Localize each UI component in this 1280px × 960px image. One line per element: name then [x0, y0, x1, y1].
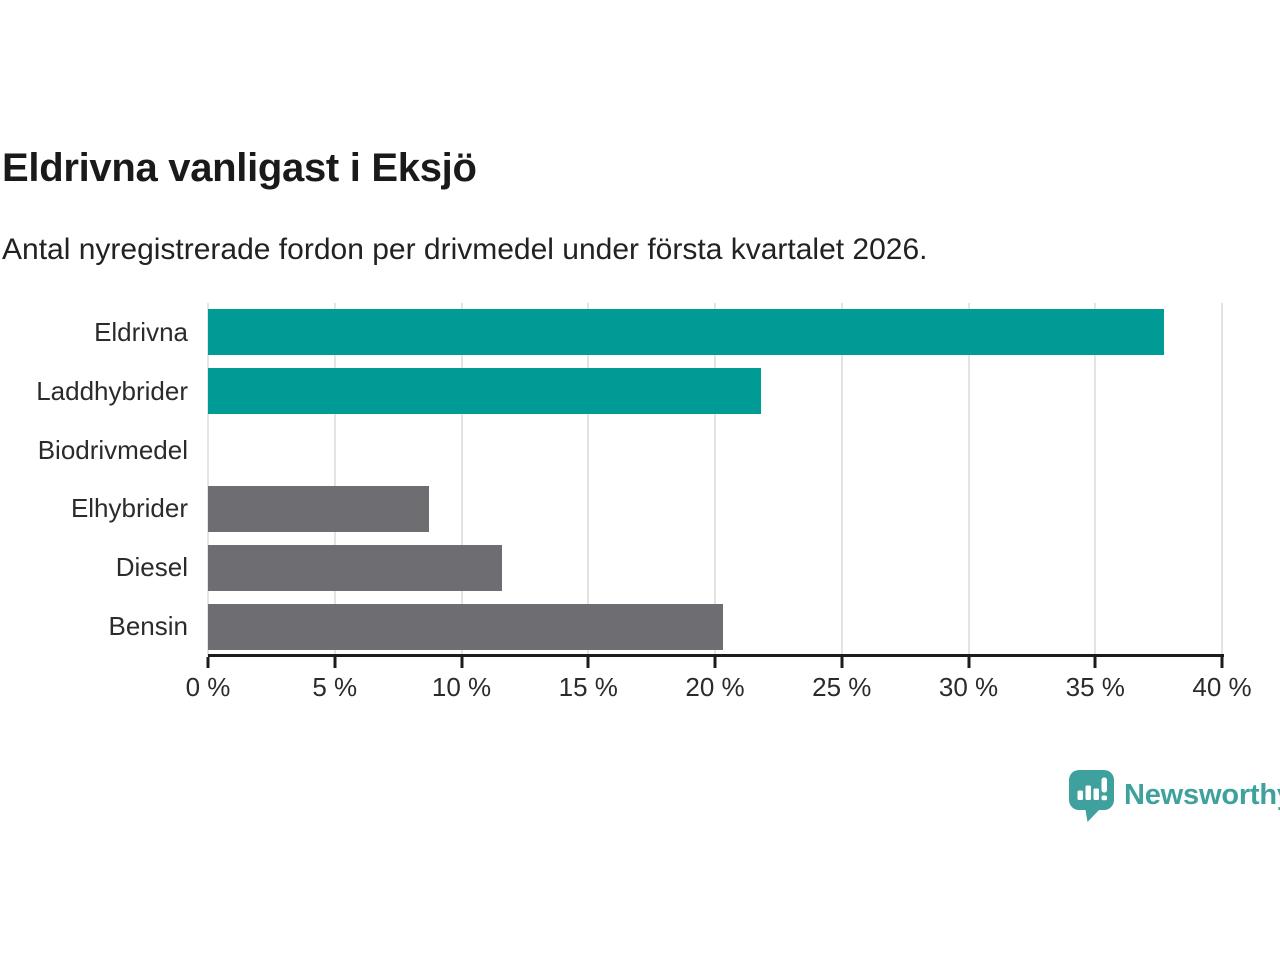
- axis-tick-label: 40 %: [1192, 672, 1252, 702]
- category-label: Laddhybrider: [36, 375, 188, 406]
- y-axis-labels: Eldrivna Laddhybrider Biodrivmedel Elhybrid…: [0, 303, 188, 656]
- axis-tick: [1093, 657, 1097, 668]
- axis-tick-label: 25 %: [812, 672, 872, 702]
- category-label: Biodrivmedel: [37, 434, 188, 465]
- axis-tick: [840, 657, 844, 668]
- plot-area: [207, 303, 1223, 656]
- axis-tick: [206, 657, 210, 668]
- gridline: [1094, 303, 1097, 656]
- bar-row: [208, 303, 1222, 362]
- axis-tick: [967, 657, 970, 668]
- bar: [208, 485, 429, 532]
- bar: [208, 544, 503, 591]
- gridline: [714, 303, 716, 656]
- chart-rows: [208, 303, 1222, 656]
- bar: [208, 368, 761, 415]
- axis-tick-label: 20 %: [685, 672, 745, 702]
- category-label: Diesel: [115, 552, 188, 583]
- category-label: Eldrivna: [94, 316, 188, 347]
- x-axis-ticks: 0 % 5 % 10 % 15 % 20 % 25 % 30 % 35 % 40 %: [186, 657, 1252, 703]
- axis-tick: [713, 657, 717, 668]
- axis-tick-label: 0 %: [185, 672, 231, 702]
- bar-row: [208, 538, 1222, 597]
- gridline: [840, 303, 843, 656]
- bar-row: [208, 597, 1222, 656]
- bar-row: [208, 362, 1222, 421]
- axis-tick-label: 5 %: [312, 672, 358, 702]
- gridlines: [207, 303, 1223, 656]
- x-axis-line: [208, 654, 1224, 657]
- chart-subtitle: Antal nyregistrerade fordon per drivmede…: [2, 233, 928, 266]
- bar-row: [208, 421, 1222, 480]
- axis-tick: [333, 657, 337, 668]
- newsworthy-logo: Newsworthy: [1068, 769, 1280, 822]
- gridline: [967, 303, 970, 656]
- axis-tick-label: 35 %: [1065, 672, 1125, 702]
- bar: [208, 603, 723, 650]
- axis-tick: [1220, 657, 1224, 668]
- bar-row: [208, 479, 1222, 538]
- newsworthy-logo-icon: [1069, 770, 1114, 822]
- axis-tick-label: 30 %: [938, 672, 999, 702]
- axis-tick: [460, 657, 463, 668]
- axis-tick: [586, 657, 590, 668]
- category-label: Elhybrider: [70, 493, 188, 524]
- gridline: [333, 303, 336, 656]
- newsworthy-logo-text: Newsworthy: [1124, 779, 1280, 811]
- axis-tick-label: 10 %: [431, 672, 492, 702]
- category-label: Bensin: [108, 611, 189, 642]
- gridline: [1221, 303, 1223, 656]
- gridline: [207, 303, 209, 656]
- chart-title: Eldrivna vanligast i Eksjö: [2, 146, 477, 190]
- gridline: [460, 303, 463, 656]
- gridline: [587, 303, 590, 656]
- axis-tick-label: 15 %: [558, 672, 618, 702]
- bar: [208, 309, 1164, 356]
